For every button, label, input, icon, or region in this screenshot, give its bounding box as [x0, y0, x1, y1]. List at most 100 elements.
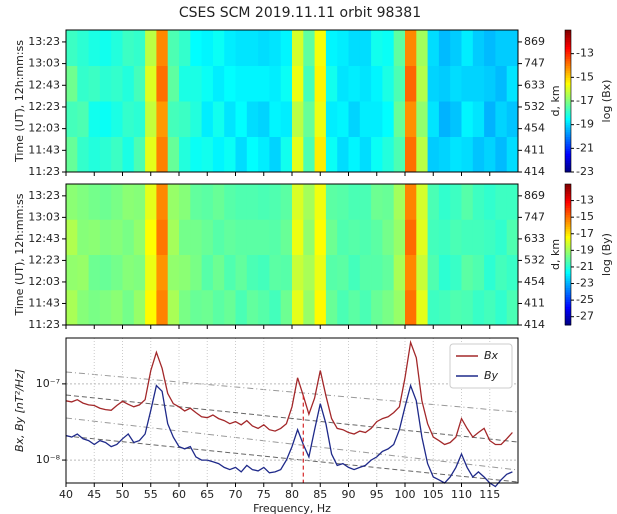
colorbar-tick-label: -13	[576, 194, 594, 207]
heatmap-cell	[235, 184, 248, 220]
heatmap-cell	[405, 219, 417, 255]
heatmap-cell	[450, 136, 462, 173]
heatmap-cell	[88, 136, 101, 173]
heatmap-cell	[246, 184, 259, 220]
heatmap-cell	[325, 30, 338, 66]
colorbar-swatch	[565, 188, 571, 192]
heatmap-cell	[337, 184, 349, 220]
heatmap-cell	[303, 289, 316, 326]
heatmap-cell	[292, 136, 304, 173]
heatmap-cell	[258, 184, 270, 220]
x-tick-label: 70	[229, 488, 243, 501]
colorbar-swatch	[565, 145, 571, 149]
x-tick-label: 110	[451, 488, 472, 501]
colorbar-swatch	[565, 51, 571, 55]
heatmap-cell	[405, 65, 417, 102]
heatmap-cell	[179, 289, 191, 326]
colorbar-swatch	[565, 228, 571, 232]
heatmap-cell	[461, 184, 474, 220]
heatmap-cell	[292, 289, 304, 326]
heatmap-cell	[337, 101, 349, 137]
heatmap-cell	[506, 65, 519, 102]
heatmap-cell	[292, 101, 304, 137]
heatmap-cell	[122, 30, 135, 66]
colorbar-swatch	[565, 141, 571, 145]
y-tick-label: 12:23	[28, 253, 60, 266]
heatmap-cell	[167, 289, 180, 326]
heatmap-cell	[314, 254, 327, 291]
colorbar-swatch	[565, 32, 571, 36]
heatmap-cell	[382, 30, 395, 66]
colorbar-swatch	[565, 209, 571, 213]
heatmap-cell	[416, 136, 429, 173]
heatmap-cell	[325, 65, 338, 102]
heatmap-cell	[427, 254, 440, 291]
heatmap-cell	[348, 184, 361, 220]
heatmap-cell	[88, 254, 101, 291]
heatmap-cell	[66, 184, 78, 220]
colorbar-swatch	[565, 58, 571, 62]
colorbar-tick-label: -23	[576, 277, 594, 290]
heatmap-cell	[461, 65, 474, 102]
colorbar-swatch	[565, 315, 571, 319]
heatmap-cell	[337, 65, 349, 102]
y2-tick-label: 411	[524, 296, 545, 309]
colorbar-swatch	[565, 124, 571, 128]
heatmap-cell	[224, 30, 236, 66]
x-tick-label: 80	[285, 488, 299, 501]
heatmap-cell	[303, 101, 316, 137]
colorbar-swatch	[565, 282, 571, 286]
colorbar-tick-label: -21	[576, 141, 594, 154]
colorbar-swatch	[565, 310, 571, 314]
y2-tick-label: 747	[524, 57, 545, 70]
heatmap-cell	[382, 219, 395, 255]
heatmap-cell	[393, 30, 406, 66]
x-axis-label: Frequency, Hz	[253, 502, 331, 514]
heatmap-cell	[111, 219, 123, 255]
heatmap-cell	[416, 219, 429, 255]
heatmap-cell	[325, 219, 338, 255]
heatmap-cell	[224, 184, 236, 220]
heatmap-cell	[405, 254, 417, 291]
heatmap-cell	[269, 101, 282, 137]
x-tick-label: 100	[395, 488, 416, 501]
heatmap-cell	[450, 254, 462, 291]
heatmap-cell	[280, 254, 293, 291]
heatmap-cell	[133, 184, 146, 220]
heatmap-cell	[337, 30, 349, 66]
heatmap-cell	[77, 136, 90, 173]
heatmap-cell	[246, 219, 259, 255]
colorbar-swatch	[565, 37, 571, 40]
colorbar-swatch	[565, 278, 571, 281]
colorbar-swatch	[565, 56, 571, 59]
heatmap-cell	[405, 30, 417, 66]
heatmap-cell	[303, 30, 316, 66]
heatmap-cell	[167, 65, 180, 102]
x-tick-label: 60	[172, 488, 186, 501]
colorbar-swatch	[565, 108, 571, 111]
colorbar-swatch	[565, 82, 571, 85]
colorbar-swatch	[565, 167, 571, 171]
colorbar-swatch	[565, 261, 571, 265]
heatmap-cell	[201, 65, 214, 102]
colorbar-swatch	[565, 263, 571, 267]
colorbar-swatch	[565, 41, 571, 45]
colorbar-swatch	[565, 150, 571, 154]
heatmap-cell	[337, 289, 349, 326]
heatmap-cell	[484, 219, 496, 255]
colorbar-swatch	[565, 242, 571, 246]
heatmap-cell	[416, 30, 429, 66]
heatmap-cell	[88, 219, 101, 255]
heatmap-cell	[382, 254, 395, 291]
colorbar-swatch	[565, 34, 571, 38]
heatmap-cell	[156, 30, 169, 66]
colorbar-swatch	[565, 322, 571, 326]
heatmap-cell	[88, 30, 101, 66]
y-tick-label: 12:03	[28, 122, 60, 135]
heatmap-cell	[506, 30, 519, 66]
y2-tick-label: 633	[524, 78, 545, 91]
colorbar-swatch	[565, 98, 571, 102]
heatmap-cell	[133, 65, 146, 102]
heatmap-cell	[371, 65, 383, 102]
